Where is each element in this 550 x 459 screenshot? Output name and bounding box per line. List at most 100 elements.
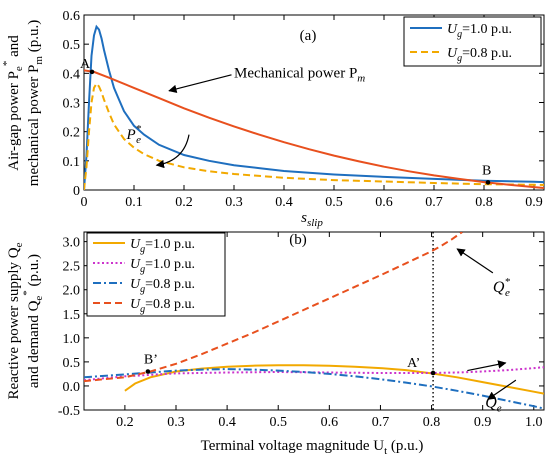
series-line-a-2 (84, 69, 544, 189)
legend-label: Ug=1.0 p.u. (130, 257, 195, 275)
y-title-b-line2-star: * (21, 290, 33, 296)
x-tick-label: 0.6 (321, 415, 339, 430)
y-tick-label: 0.5 (63, 356, 81, 371)
y-tick-label: 3.0 (63, 236, 81, 251)
legend-box-a (403, 16, 542, 67)
air-gap-power-arrow (155, 134, 190, 169)
x-tick-label: 0.8 (423, 415, 441, 430)
x-axis-a: 0 0.1 0.2 0.3 0.4 0.5 0.6 0.7 0.8 0.9 (81, 15, 543, 210)
y-title-b-line1-sub: e (13, 242, 25, 247)
x-tick-label: 0.3 (225, 195, 243, 210)
series-group-a (84, 24, 544, 190)
x-tick-label: 0.5 (269, 415, 287, 430)
legend-a: Ug=1.0 p.u. Ug=0.8 p.u. (403, 16, 542, 67)
x-axis-b: 0.2 0.3 0.4 0.5 0.6 0.7 0.8 0.9 1.0 (116, 232, 543, 430)
y-tick-label: 0 (73, 184, 80, 199)
y-tick-label: 1.5 (63, 308, 81, 323)
y-title-a-line1-sub: e (13, 66, 25, 71)
reactive-demand-arrow (456, 248, 494, 274)
legend-b: Ug=1.0 p.u. Ug=1.0 p.u. Ug=0.8 p.u. Ug=0.8 … (86, 232, 226, 317)
marker-points-b: B’ A’ (144, 353, 436, 376)
x-tick-label: 0.4 (275, 195, 293, 210)
x-tick-label: 0.5 (325, 195, 343, 210)
y-axis-title-b: Reactive power supply Qe (6, 242, 25, 399)
series-line-b-2 (84, 368, 544, 410)
x-tick-label: 0.7 (372, 415, 390, 430)
y-axis-title-a: Air-gap power Pe* and (1, 35, 25, 171)
y-tick-label: 0.1 (63, 155, 81, 170)
legend-label: Ug=0.8 p.u. (130, 277, 195, 295)
x-axis-title-b: Terminal voltage magnitude Ut (p.u.) (201, 438, 424, 457)
y-axis-title-a-2: mechanical power Pm (p.u.) (26, 20, 45, 186)
svg-text:and demand Qe* (p.u.): and demand Qe* (p.u.) (21, 254, 45, 388)
mechanical-power-annotation: Mechanical power Pm (234, 66, 365, 85)
marker-points-a: AB (80, 57, 491, 185)
y-title-a-line1-tail: and (6, 35, 22, 61)
reactive-demand-annotation: Q* e (493, 276, 511, 299)
marker-point (89, 69, 95, 75)
x-tick-label: 0.8 (475, 195, 493, 210)
x-tick-label: 0.9 (525, 195, 543, 210)
y-axis-b: -0.5 0.0 0.5 1.0 1.5 2.0 2.5 3.0 (58, 236, 544, 419)
x-tick-label: 0.6 (375, 195, 393, 210)
legend-label: Ug=0.8 p.u. (447, 46, 512, 64)
annotations-a: Mechanical power Pm P* e (126, 66, 365, 169)
y-tick-label: 0.0 (63, 380, 81, 395)
legend-label: Ug=1.0 p.u. (130, 237, 195, 255)
chart-panel-b: -0.50.00.51.01.52.02.53.0 0.2 0.3 0.4 0.5 0.… (6, 231, 545, 457)
series-group-b (84, 232, 544, 410)
panel-label-a: (a) (300, 28, 317, 44)
x-tick-label: 0.2 (175, 195, 193, 210)
marker-point (145, 369, 151, 374)
y-title-b-line2-sub: e (33, 296, 45, 301)
y-title-a-line2-tail: (p.u.) (26, 20, 42, 56)
x-tick-label: 1.0 (525, 415, 543, 430)
y-tick-label: 2.5 (63, 260, 81, 275)
legend-label: Ug=0.8 p.u. (130, 297, 195, 315)
series-line-b-1 (84, 366, 544, 382)
svg-text:Air-gap power Pe* and: Air-gap power Pe* and (1, 35, 25, 171)
x-title-b-main: Terminal voltage magnitude U (201, 438, 385, 454)
y-axis-title-b-2: and demand Qe* (p.u.) (21, 254, 45, 388)
y-tick-label: 0.2 (63, 126, 81, 141)
x-tick-label: 0.7 (425, 195, 443, 210)
x-title-b-tail: (p.u.) (387, 438, 423, 454)
air-gap-power-annotation: P* e (126, 123, 142, 146)
y-tick-label: 1.0 (63, 332, 81, 347)
marker-point-label: B’ (144, 353, 158, 368)
series-line-b-3 (84, 232, 463, 383)
x-tick-label: 0.1 (125, 195, 143, 210)
y-tick-label: 0.4 (63, 67, 81, 82)
marker-point-label: A’ (407, 356, 420, 371)
annotations-b: Q* eQe (456, 248, 517, 415)
x-axis-title-a: sslip (301, 210, 323, 229)
y-title-b-line1: Reactive power supply Q (6, 247, 22, 399)
legend-label: Ug=1.0 p.u. (447, 22, 512, 40)
x-tick-label: 0 (81, 195, 88, 210)
y-title-a-line1-star: * (1, 61, 13, 67)
y-title-a-line2-sub: m (33, 56, 45, 65)
y-title-a-line1: Air-gap power P (6, 71, 22, 171)
svg-text:Reactive power supply Qe: Reactive power supply Qe (6, 242, 25, 399)
y-tick-label: 0.5 (63, 38, 81, 53)
x-tick-label: 0.2 (116, 415, 134, 430)
reactive-supply-arrow (487, 379, 517, 400)
supply-curve-arrow (467, 360, 507, 372)
marker-point (430, 370, 436, 376)
x-title-b-sub: t (384, 445, 387, 457)
y-tick-label: -0.5 (58, 404, 80, 419)
y-title-b-line2-tail: (p.u.) (26, 254, 42, 290)
x-tick-label: 0.4 (218, 415, 236, 430)
marker-point-label: A (80, 57, 91, 72)
y-tick-label: 0.3 (63, 97, 81, 112)
y-title-b-line2: and demand Q (26, 300, 42, 388)
x-tick-label: 0.3 (167, 415, 185, 430)
marker-point (485, 180, 491, 185)
chart-panel-a: 0 0.1 0.2 0.3 0.4 0.5 0.6 0 0.1 0.2 0.3 0.4 0.5 0.6 0… (1, 9, 545, 229)
marker-point-label: B (482, 163, 491, 178)
y-tick-label: 2.0 (63, 284, 81, 299)
mechanical-power-arrow (168, 74, 232, 94)
x-title-a-main: s (301, 210, 307, 226)
x-tick-label: 0.9 (474, 415, 492, 430)
